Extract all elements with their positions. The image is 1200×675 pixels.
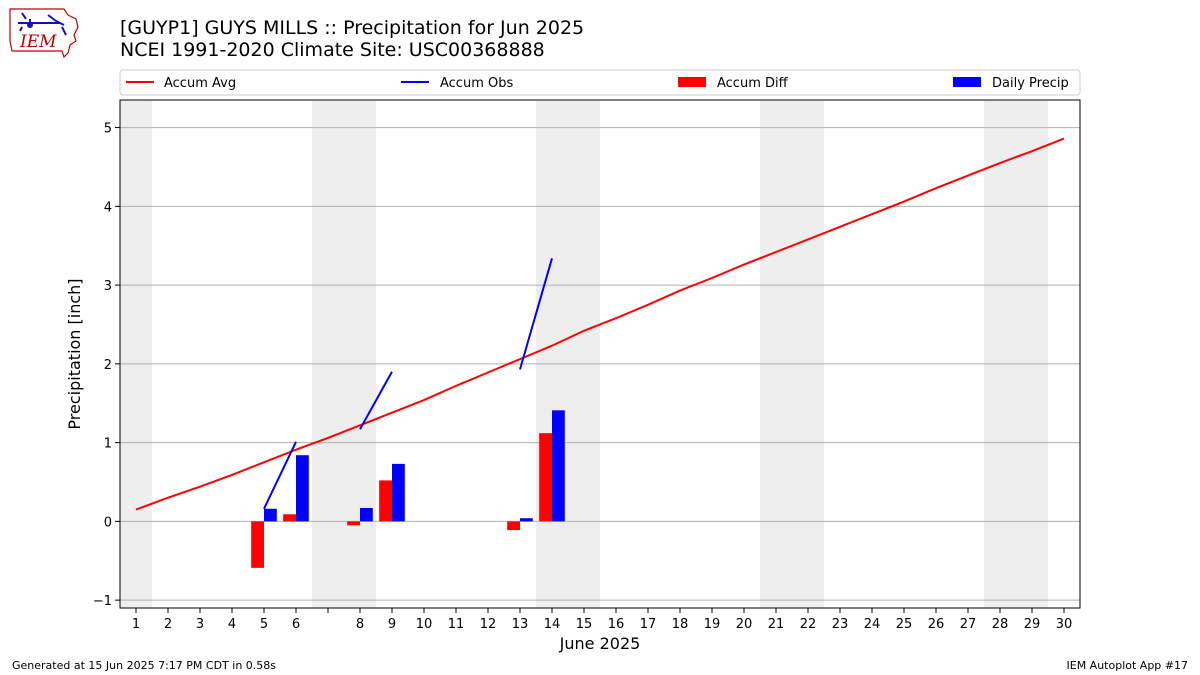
accum-diff-bar — [539, 433, 552, 522]
x-tick-label: 11 — [448, 617, 465, 632]
x-tick-label: 18 — [672, 617, 689, 632]
y-tick-label: 0 — [104, 515, 112, 530]
chart-subtitle: NCEI 1991-2020 Climate Site: USC00368888 — [120, 39, 545, 61]
legend-label-accum-diff: Accum Diff — [717, 76, 789, 91]
accum-diff-bar — [347, 521, 360, 526]
accum-obs-segment — [263, 441, 297, 510]
x-tick-label: 12 — [480, 617, 497, 632]
x-tick-label: 16 — [608, 617, 625, 632]
legend-label-daily-precip: Daily Precip — [992, 76, 1069, 91]
legend: Accum Avg Accum Obs Accum Diff Daily Pre… — [119, 69, 1081, 96]
plot-frame — [119, 99, 1081, 609]
x-tick-label: 27 — [960, 617, 977, 632]
y-tick-label: 3 — [104, 279, 112, 294]
x-tick-label: 17 — [640, 617, 657, 632]
legend-label-accum-obs: Accum Obs — [440, 76, 513, 91]
weekend-band-4 — [984, 100, 1048, 608]
legend-swatch-accum-diff — [678, 77, 706, 87]
daily-precip-bar — [296, 455, 309, 522]
legend-frame — [119, 69, 1081, 96]
x-tick-label: 28 — [992, 617, 1009, 632]
accum-diff-bar — [283, 514, 296, 522]
chart-title: [GUYP1] GUYS MILLS :: Precipitation for … — [120, 17, 585, 39]
x-tick-label: 24 — [864, 617, 881, 632]
x-tick-label: 8 — [356, 617, 364, 632]
x-tick-label: 1 — [132, 617, 140, 632]
weekend-band-1 — [312, 100, 376, 608]
x-tick-label: 6 — [292, 617, 300, 632]
x-tick-label: 3 — [196, 617, 204, 632]
daily-precip-bar — [520, 518, 533, 522]
y-tick-label: 1 — [104, 437, 112, 452]
x-axis: 1 2 3 4 5 6 8 9 10 11 12 13 14 15 16 17 18 19 20 21 22 23 24 25… — [132, 608, 1072, 632]
weekend-shading — [120, 100, 1048, 608]
y-tick-label: 5 — [104, 122, 112, 137]
legend-swatch-daily-precip — [953, 77, 981, 87]
station-dot-icon — [27, 22, 33, 28]
x-tick-label: 20 — [736, 617, 753, 632]
daily-precip-bar — [392, 463, 405, 522]
footer-app: IEM Autoplot App #17 — [1066, 659, 1189, 672]
y-tick-label: 2 — [104, 358, 112, 373]
accum-obs-segment — [359, 371, 393, 430]
daily-precip-bar — [552, 410, 565, 522]
weekend-band-2 — [536, 100, 600, 608]
x-tick-label: 4 — [228, 617, 236, 632]
logo-text: IEM — [19, 32, 57, 52]
x-tick-label: 13 — [512, 617, 529, 632]
lines — [135, 137, 1065, 511]
x-tick-label: 15 — [576, 617, 593, 632]
accum-obs-segment — [519, 258, 553, 370]
weekend-band-0 — [120, 100, 152, 608]
accum-diff-bar — [507, 521, 520, 531]
x-tick-label: 25 — [896, 617, 913, 632]
legend-label-accum-avg: Accum Avg — [164, 76, 236, 91]
footer-generated: Generated at 15 Jun 2025 7:17 PM CDT in … — [12, 659, 277, 672]
x-tick-label: 5 — [260, 617, 268, 632]
daily-precip-bar — [360, 507, 373, 522]
y-axis-label: Precipitation [inch] — [65, 278, 84, 429]
accum-diff-bar — [379, 480, 392, 522]
accum-diff-bar — [251, 521, 264, 568]
bars — [251, 410, 565, 568]
x-tick-label: 29 — [1024, 617, 1041, 632]
x-tick-label: 19 — [704, 617, 721, 632]
y-tick-label: 4 — [104, 200, 112, 215]
x-tick-label: 26 — [928, 617, 945, 632]
weekend-band-3 — [760, 100, 824, 608]
x-tick-label: 21 — [768, 617, 785, 632]
x-axis-label: June 2025 — [559, 634, 641, 653]
iowa-state-outline-icon — [9, 8, 79, 59]
x-tick-label: 14 — [544, 617, 561, 632]
daily-precip-bar — [264, 508, 277, 522]
iem-logo: IEM — [9, 8, 79, 59]
x-tick-label: 22 — [800, 617, 817, 632]
x-tick-label: 10 — [416, 617, 433, 632]
y-axis: −1 0 1 2 3 4 5 — [93, 122, 120, 609]
x-tick-label: 30 — [1056, 617, 1073, 632]
y-tick-label: −1 — [93, 594, 112, 609]
grid-lines — [120, 127, 1080, 601]
x-tick-label: 2 — [164, 617, 172, 632]
x-tick-label: 23 — [832, 617, 849, 632]
x-tick-label: 9 — [388, 617, 396, 632]
